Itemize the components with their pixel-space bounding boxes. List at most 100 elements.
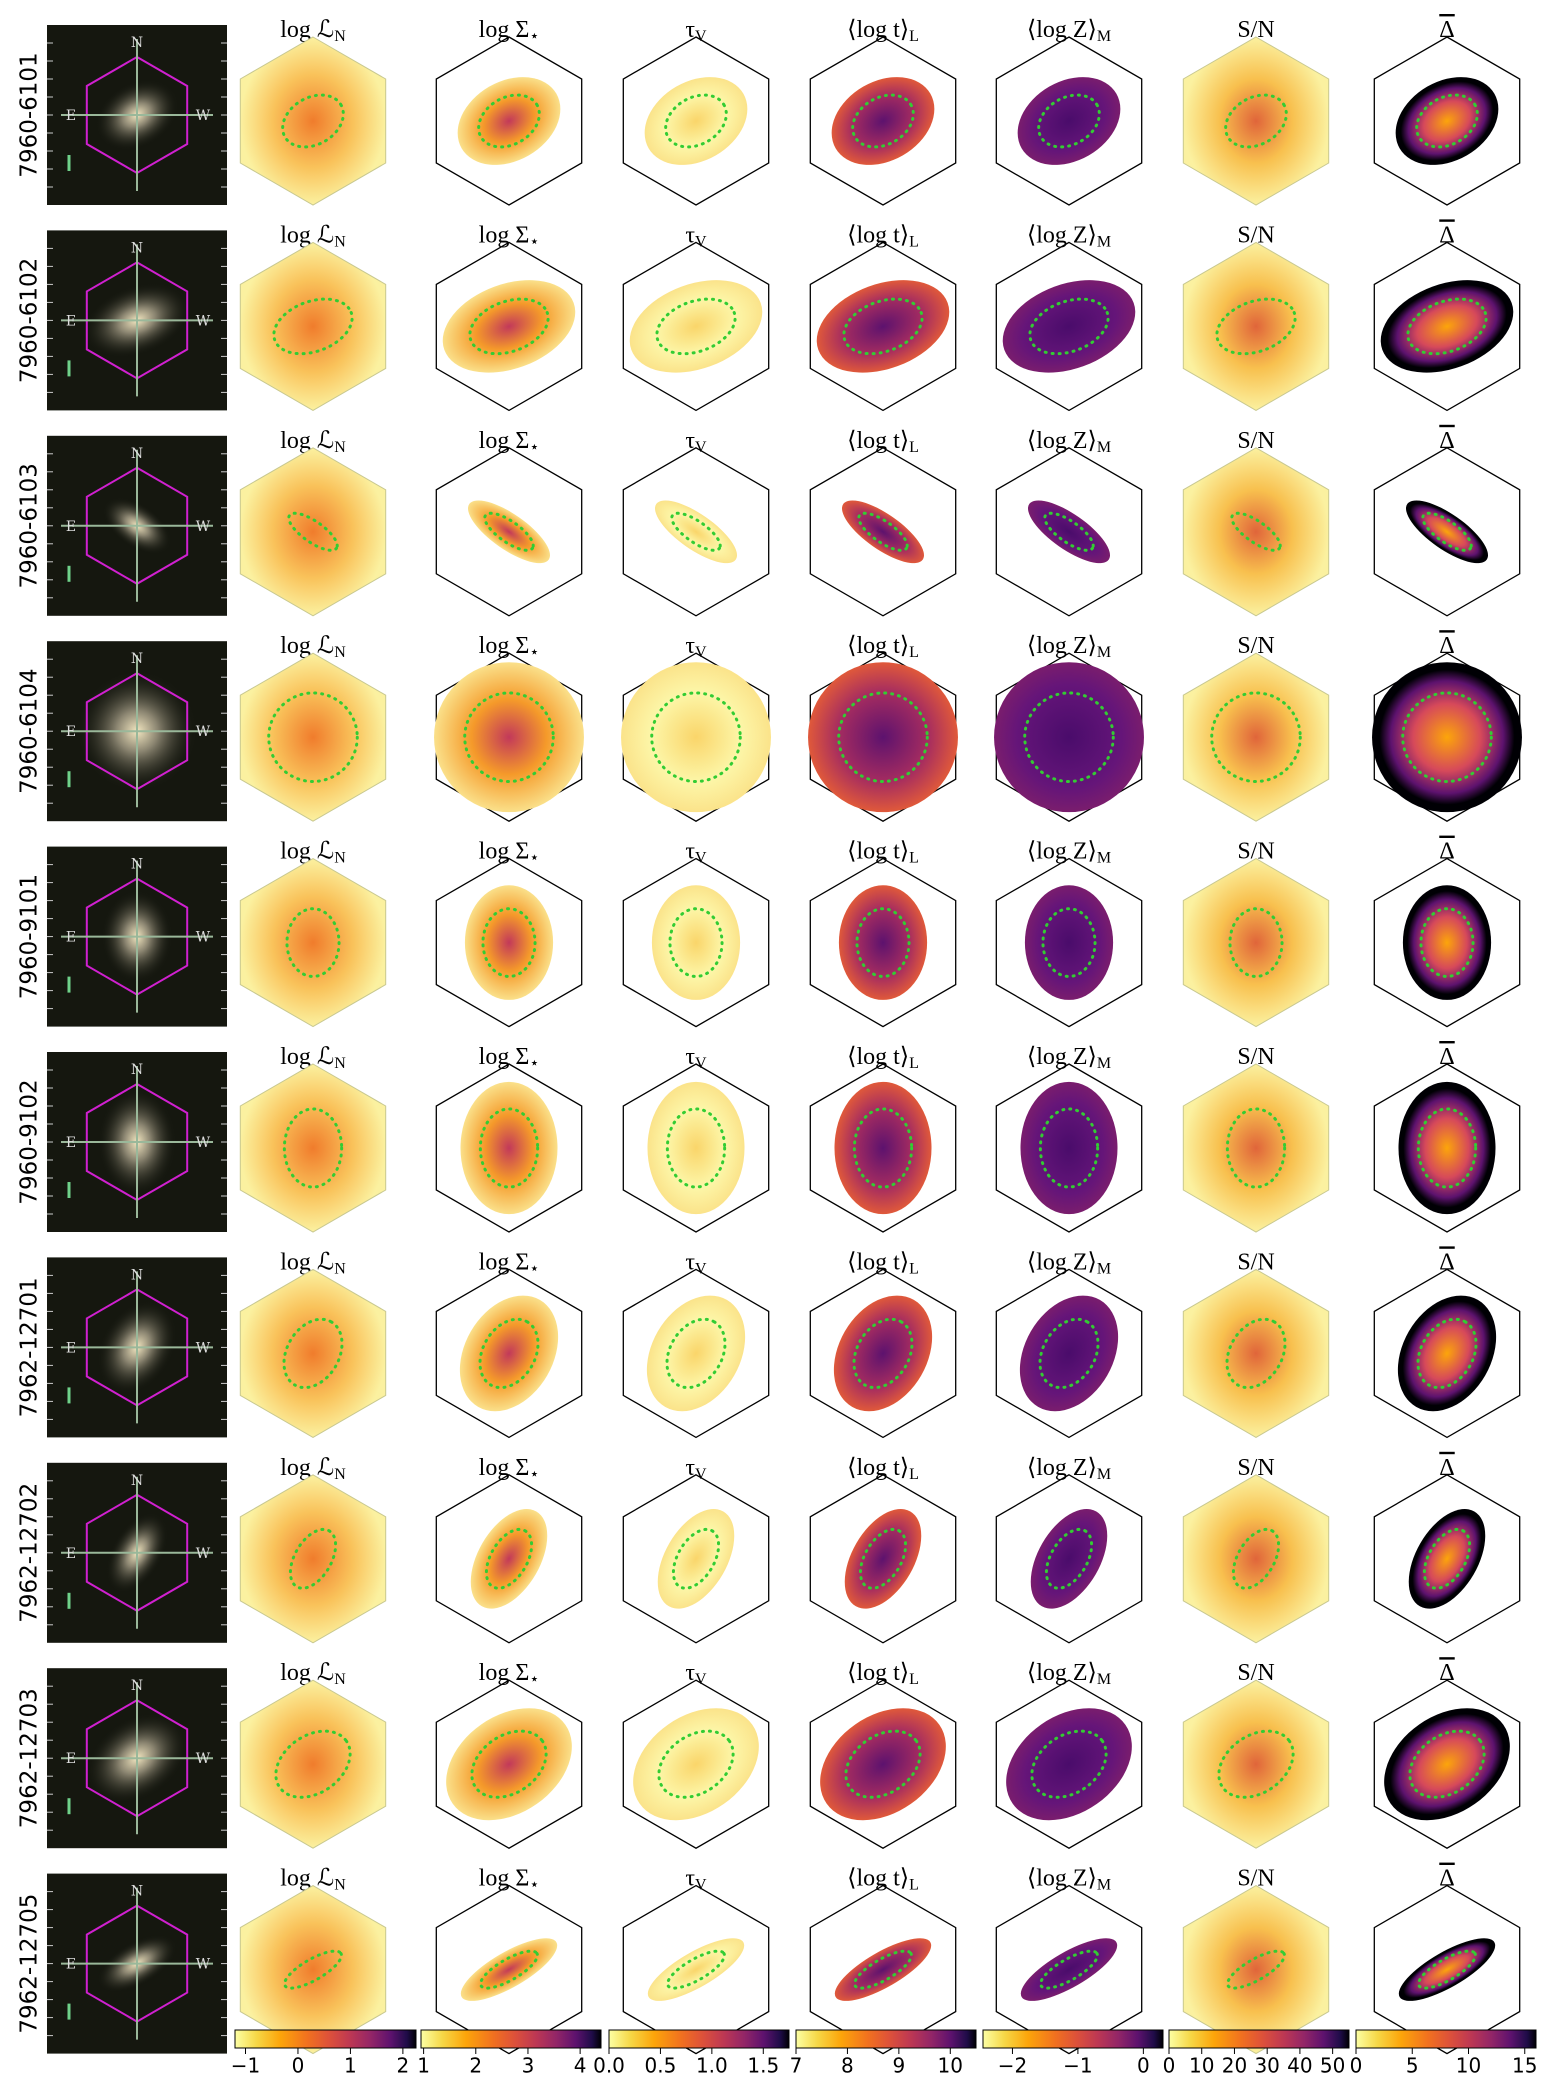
map-outline [435, 1268, 583, 1439]
reff-ellipse [842, 297, 924, 356]
colorbar [1168, 2029, 1350, 2049]
panel-title-sub: ⋆ [529, 849, 539, 866]
thumb-label: W [196, 930, 211, 946]
panel-title-main: Δ [1439, 17, 1454, 43]
thumb-label: N [131, 1267, 143, 1283]
map-fill [841, 500, 925, 564]
panel-title-sub: V [695, 233, 707, 250]
colorbar-tick-label: 2 [469, 2054, 482, 2077]
map-fill [834, 1081, 932, 1215]
reff-ellipse [1230, 511, 1282, 552]
reff-ellipse [282, 1107, 344, 1189]
colorbar-tick-label: 1.5 [747, 2054, 779, 2077]
map-fill [457, 77, 561, 165]
colorbar-tick-label: 8 [841, 2054, 854, 2077]
map-fill [467, 500, 551, 564]
panel-title-main: Δ [1439, 427, 1454, 453]
panel-title-main: log Σ [479, 1660, 530, 1686]
panel-title: ⟨log Z⟩M [1027, 633, 1111, 661]
map-outline [622, 447, 770, 617]
reff-ellipse [1210, 691, 1302, 783]
colorbar-tick-label: 40 [1287, 2054, 1312, 2077]
map-fill [446, 1708, 572, 1821]
map-fill [442, 280, 576, 373]
colorbar-tick-label: 1 [417, 2054, 430, 2077]
colorbar [795, 2029, 977, 2049]
map-outline [435, 1063, 583, 1233]
row-label: 7960-6101 [17, 52, 43, 177]
panel-title: ⟨log Z⟩M [1027, 1865, 1111, 1893]
panel-title: ⟨log Z⟩M [1027, 1660, 1111, 1688]
map-outline [622, 36, 770, 206]
panel-title: log ℒN [280, 17, 346, 45]
colorbar-tick-label: 50 [1320, 2054, 1345, 2077]
reff-ellipse [1023, 691, 1115, 783]
map-fill [646, 1295, 746, 1412]
colorbar-tick-label: 0.0 [593, 2054, 625, 2077]
colorbar-tick-label: 20 [1222, 2054, 1247, 2077]
reff-ellipse [470, 1729, 548, 1799]
map-fill [654, 500, 738, 564]
thumb-label: E [66, 1546, 76, 1562]
map-fill [1024, 885, 1114, 1000]
map-fill [1182, 1679, 1330, 1849]
panel-title-sub: V [695, 438, 707, 455]
thumb-label: N [131, 1884, 143, 1900]
panel-title-main: log Σ [479, 17, 530, 43]
panel-title-main: ⟨log Z⟩ [1027, 1044, 1097, 1070]
panel-title-main: log ℒ [280, 222, 334, 248]
panel-title-main: log ℒ [280, 1660, 334, 1686]
map-outline [435, 652, 583, 822]
panel-title-sub: V [695, 644, 707, 661]
panel-title-main: ⟨log t⟩ [847, 1249, 909, 1275]
panel-title-main: log ℒ [280, 17, 334, 43]
map-outline [1373, 1679, 1521, 1849]
panel-title-main: τ [685, 1454, 695, 1480]
panel-title: ⟨log t⟩L [847, 838, 919, 866]
map-outline [435, 1884, 583, 2055]
thumb-label: E [66, 1751, 76, 1767]
panel-title-main: log ℒ [280, 1249, 334, 1275]
reff-ellipse [1225, 1317, 1287, 1390]
panel-title-sub: ⋆ [529, 1260, 539, 1277]
panel-title: log ℒN [280, 1660, 346, 1688]
panel-title-sub: N [334, 1260, 346, 1277]
map-fill [1006, 1708, 1132, 1821]
map-fill [1408, 1508, 1486, 1609]
panel-title-sub: L [909, 1055, 919, 1072]
colorbar-tick-label: 0 [1350, 2054, 1363, 2077]
panel-title-sub: V [695, 1260, 707, 1277]
panel-title-main: log Σ [479, 1044, 530, 1070]
map-fill [1397, 1295, 1497, 1412]
thumb-label: W [196, 1340, 211, 1356]
panel-title-sub: V [695, 1465, 707, 1482]
map-fill [1182, 36, 1330, 206]
reff-ellipse [1215, 297, 1297, 356]
panel-title: τV [685, 1044, 707, 1072]
panel-title-sub: M [1097, 438, 1111, 455]
reff-ellipse [844, 1729, 922, 1799]
reff-ellipse [1228, 907, 1284, 978]
panel-title-sub: V [695, 849, 707, 866]
panel-title-sub: M [1097, 28, 1111, 45]
panel-title: τV [685, 222, 707, 250]
map-outline [435, 857, 583, 1028]
panel-title-sub: V [695, 28, 707, 45]
thumb-label: W [196, 1135, 211, 1151]
panel-title-sub: M [1097, 233, 1111, 250]
map-outline [995, 447, 1143, 617]
panel-title: τV [685, 1249, 707, 1277]
map-outline [809, 652, 957, 822]
map-fill [644, 77, 748, 165]
map-outline [1373, 652, 1521, 822]
panel-title-main: τ [685, 1249, 695, 1275]
panel-title-main: log ℒ [280, 427, 334, 453]
panel-title-sub: N [334, 233, 346, 250]
colorbar-tick-label: −1 [231, 2054, 260, 2077]
row-label: 7962-12701 [17, 1277, 43, 1417]
panel-title: log Σ⋆ [479, 1660, 540, 1688]
map-fill [657, 1508, 735, 1609]
panel-title: log ℒN [280, 1044, 346, 1072]
panel-title-main: ⟨log t⟩ [847, 633, 909, 659]
